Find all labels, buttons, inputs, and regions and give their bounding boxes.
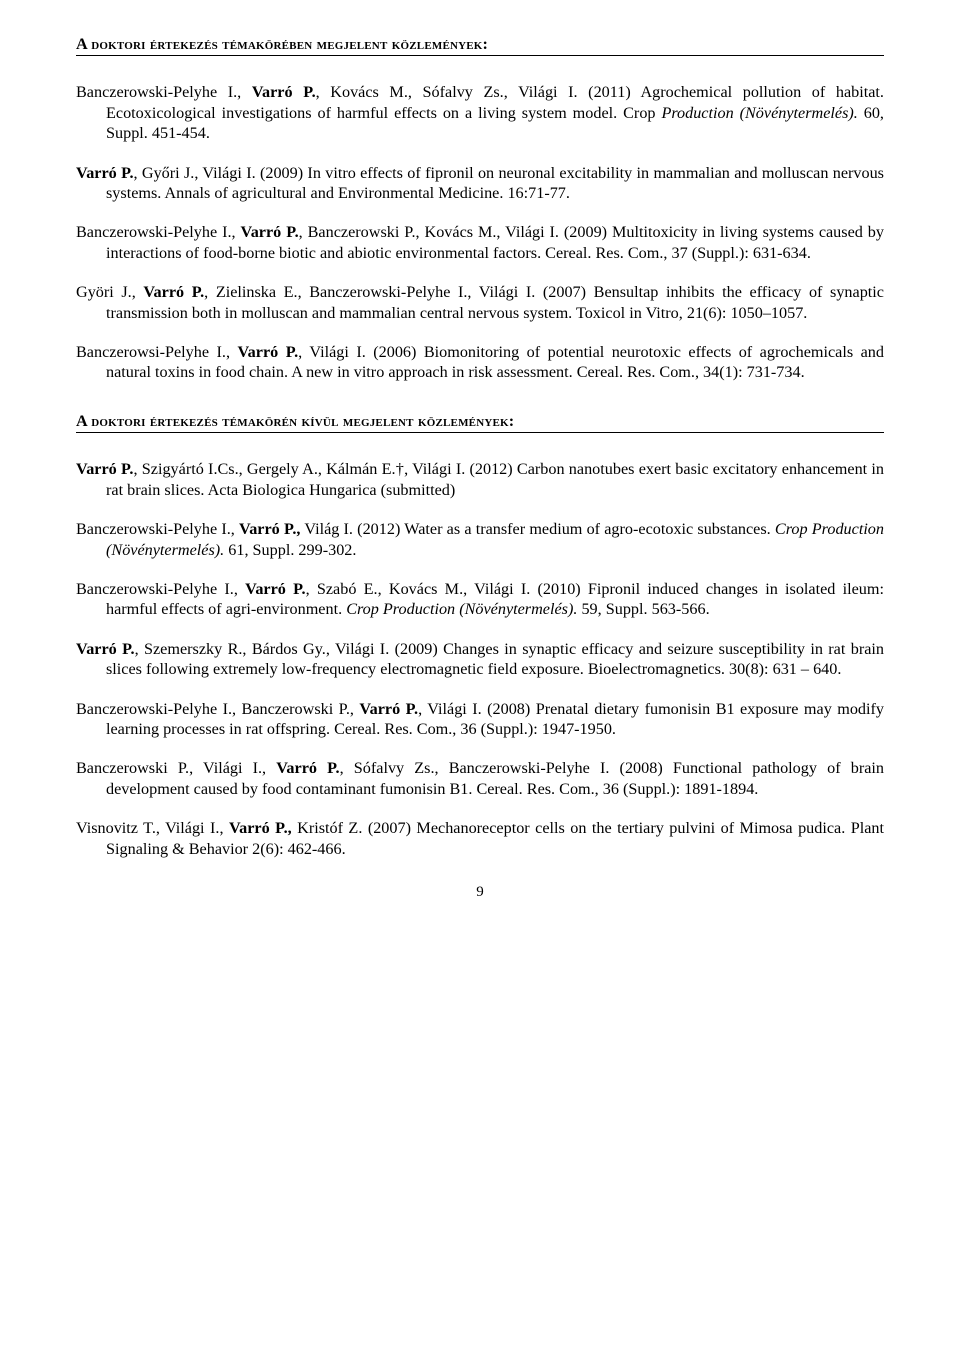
publication-entry: Banczerowski-Pelyhe I., Varró P., Kovács… bbox=[76, 82, 884, 143]
publication-entry: Banczerowski-Pelyhe I., Banczerowski P.,… bbox=[76, 699, 884, 740]
publication-entry: Györi J., Varró P., Zielinska E., Bancze… bbox=[76, 282, 884, 323]
publication-entry: Visnovitz T., Világi I., Varró P., Krist… bbox=[76, 818, 884, 859]
publication-entry: Varró P., Szemerszky R., Bárdos Gy., Vil… bbox=[76, 639, 884, 680]
publication-entry: Varró P., Győri J., Világi I. (2009) In … bbox=[76, 163, 884, 204]
publication-entry: Banczerowsi-Pelyhe I., Varró P., Világi … bbox=[76, 342, 884, 383]
publication-entry: Banczerowski P., Világi I., Varró P., Só… bbox=[76, 758, 884, 799]
publication-entry: Banczerowski-Pelyhe I., Varró P., Szabó … bbox=[76, 579, 884, 620]
publication-entry: Varró P., Szigyártó I.Cs., Gergely A., K… bbox=[76, 459, 884, 500]
publication-entry: Banczerowski-Pelyhe I., Varró P., Világ … bbox=[76, 519, 884, 560]
section-heading-1: A doktori értekezés témakörében megjelen… bbox=[76, 34, 884, 56]
publication-entry: Banczerowski-Pelyhe I., Varró P., Bancze… bbox=[76, 222, 884, 263]
section-heading-2: A doktori értekezés témakörén kívül megj… bbox=[76, 411, 884, 433]
page-number: 9 bbox=[76, 883, 884, 902]
